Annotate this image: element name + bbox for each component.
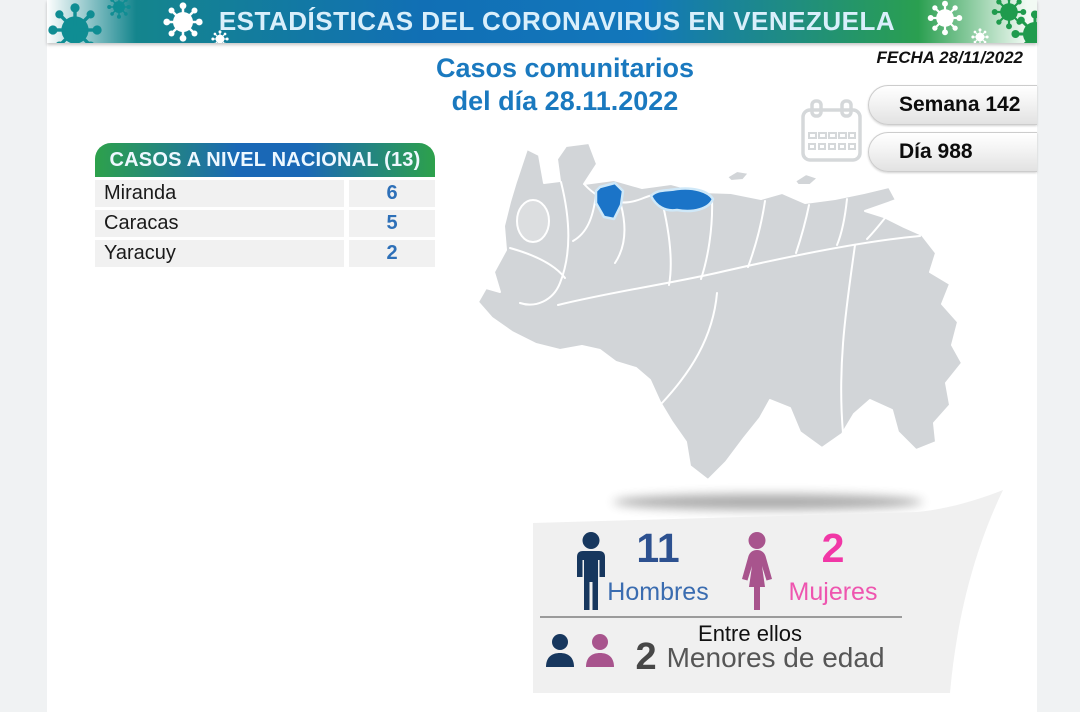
small-island (726, 170, 750, 182)
page-title: ESTADÍSTICAS DEL CORONAVIRUS EN VENEZUEL… (218, 6, 896, 36)
virus-icon (991, 0, 1027, 30)
virus-icon (971, 28, 989, 43)
minors-intro: Entre ellos (698, 621, 802, 646)
country-outline (477, 142, 963, 481)
virus-icon (48, 3, 102, 43)
panel-shadow (613, 494, 923, 510)
male-bust-icon (546, 634, 574, 667)
state-cases: 5 (349, 210, 435, 237)
margarita-island (794, 173, 819, 186)
minors-label: Menores de edad (666, 642, 885, 673)
minors-count: 2 (635, 636, 657, 678)
date-label: FECHA 28/11/2022 (876, 48, 1023, 67)
week-badge: Semana 142 (868, 85, 1037, 125)
report-title: Casos comunitarios del día 28.11.2022 (390, 52, 740, 118)
calendar-icon (801, 99, 862, 162)
minors-icons (544, 632, 616, 668)
state-name: Caracas (95, 210, 344, 237)
man-icon (577, 532, 605, 610)
state-yaracuy-highlight (594, 181, 625, 221)
state-cases: 2 (349, 240, 435, 267)
state-borders (509, 181, 921, 434)
virus-icon (927, 0, 963, 36)
report-title-line2: del día 28.11.2022 (451, 86, 679, 116)
right-margin (1037, 0, 1080, 712)
panel-divider (540, 616, 902, 618)
report-title-line1: Casos comunitarios (435, 53, 695, 83)
men-count: 11 (636, 525, 680, 571)
women-label: Mujeres (788, 578, 878, 606)
minors-line: 2 Menores de edad (625, 638, 895, 676)
day-badge: Día 988 (868, 132, 1037, 172)
national-cases-table: CASOS A NIVEL NACIONAL (13) Miranda 6 Ca… (95, 143, 435, 267)
virus-icon (107, 0, 131, 19)
venezuela-map (465, 133, 1010, 490)
table-row: Miranda 6 (95, 180, 435, 207)
table-row: Yaracuy 2 (95, 240, 435, 267)
woman-icon (742, 532, 772, 610)
stats-panel (533, 490, 1003, 693)
lake-maracaibo (516, 199, 550, 243)
table-row: Caracas 5 (95, 210, 435, 237)
women-count: 2 (821, 525, 845, 571)
female-bust-icon (586, 634, 614, 667)
state-cases: 6 (349, 180, 435, 207)
left-margin (0, 0, 47, 712)
page-curl (533, 490, 1003, 693)
header-banner: ESTADÍSTICAS DEL CORONAVIRUS EN VENEZUEL… (47, 0, 1037, 43)
state-name: Miranda (95, 180, 344, 207)
table-header: CASOS A NIVEL NACIONAL (13) (95, 143, 435, 177)
state-miranda-highlight (649, 187, 715, 213)
men-label: Hombres (607, 578, 709, 606)
state-name: Yaracuy (95, 240, 344, 267)
